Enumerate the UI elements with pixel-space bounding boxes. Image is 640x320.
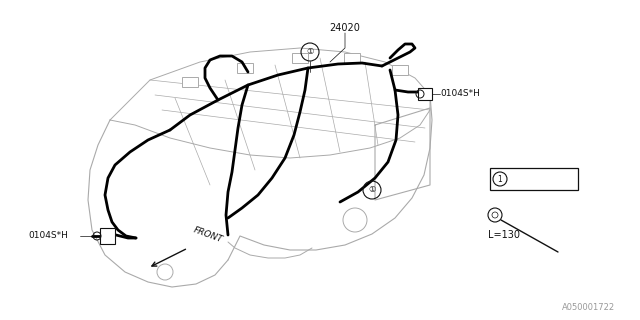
Text: A050001722: A050001722 xyxy=(562,303,615,312)
Bar xyxy=(182,77,198,87)
Bar xyxy=(237,63,253,73)
Text: 1: 1 xyxy=(498,174,502,183)
Text: 24020: 24020 xyxy=(330,23,360,33)
Bar xyxy=(292,53,308,63)
Text: 0104S*H: 0104S*H xyxy=(28,231,68,241)
Text: L=130: L=130 xyxy=(488,230,520,240)
Text: FRONT: FRONT xyxy=(192,225,224,244)
Text: 0104S*H: 0104S*H xyxy=(440,90,480,99)
Text: 24226: 24226 xyxy=(524,174,557,184)
Bar xyxy=(100,228,115,244)
FancyBboxPatch shape xyxy=(490,168,578,190)
Text: ①: ① xyxy=(368,186,376,195)
Bar xyxy=(392,65,408,75)
Bar xyxy=(418,88,432,100)
Bar xyxy=(344,53,360,63)
Text: ①: ① xyxy=(307,47,314,57)
